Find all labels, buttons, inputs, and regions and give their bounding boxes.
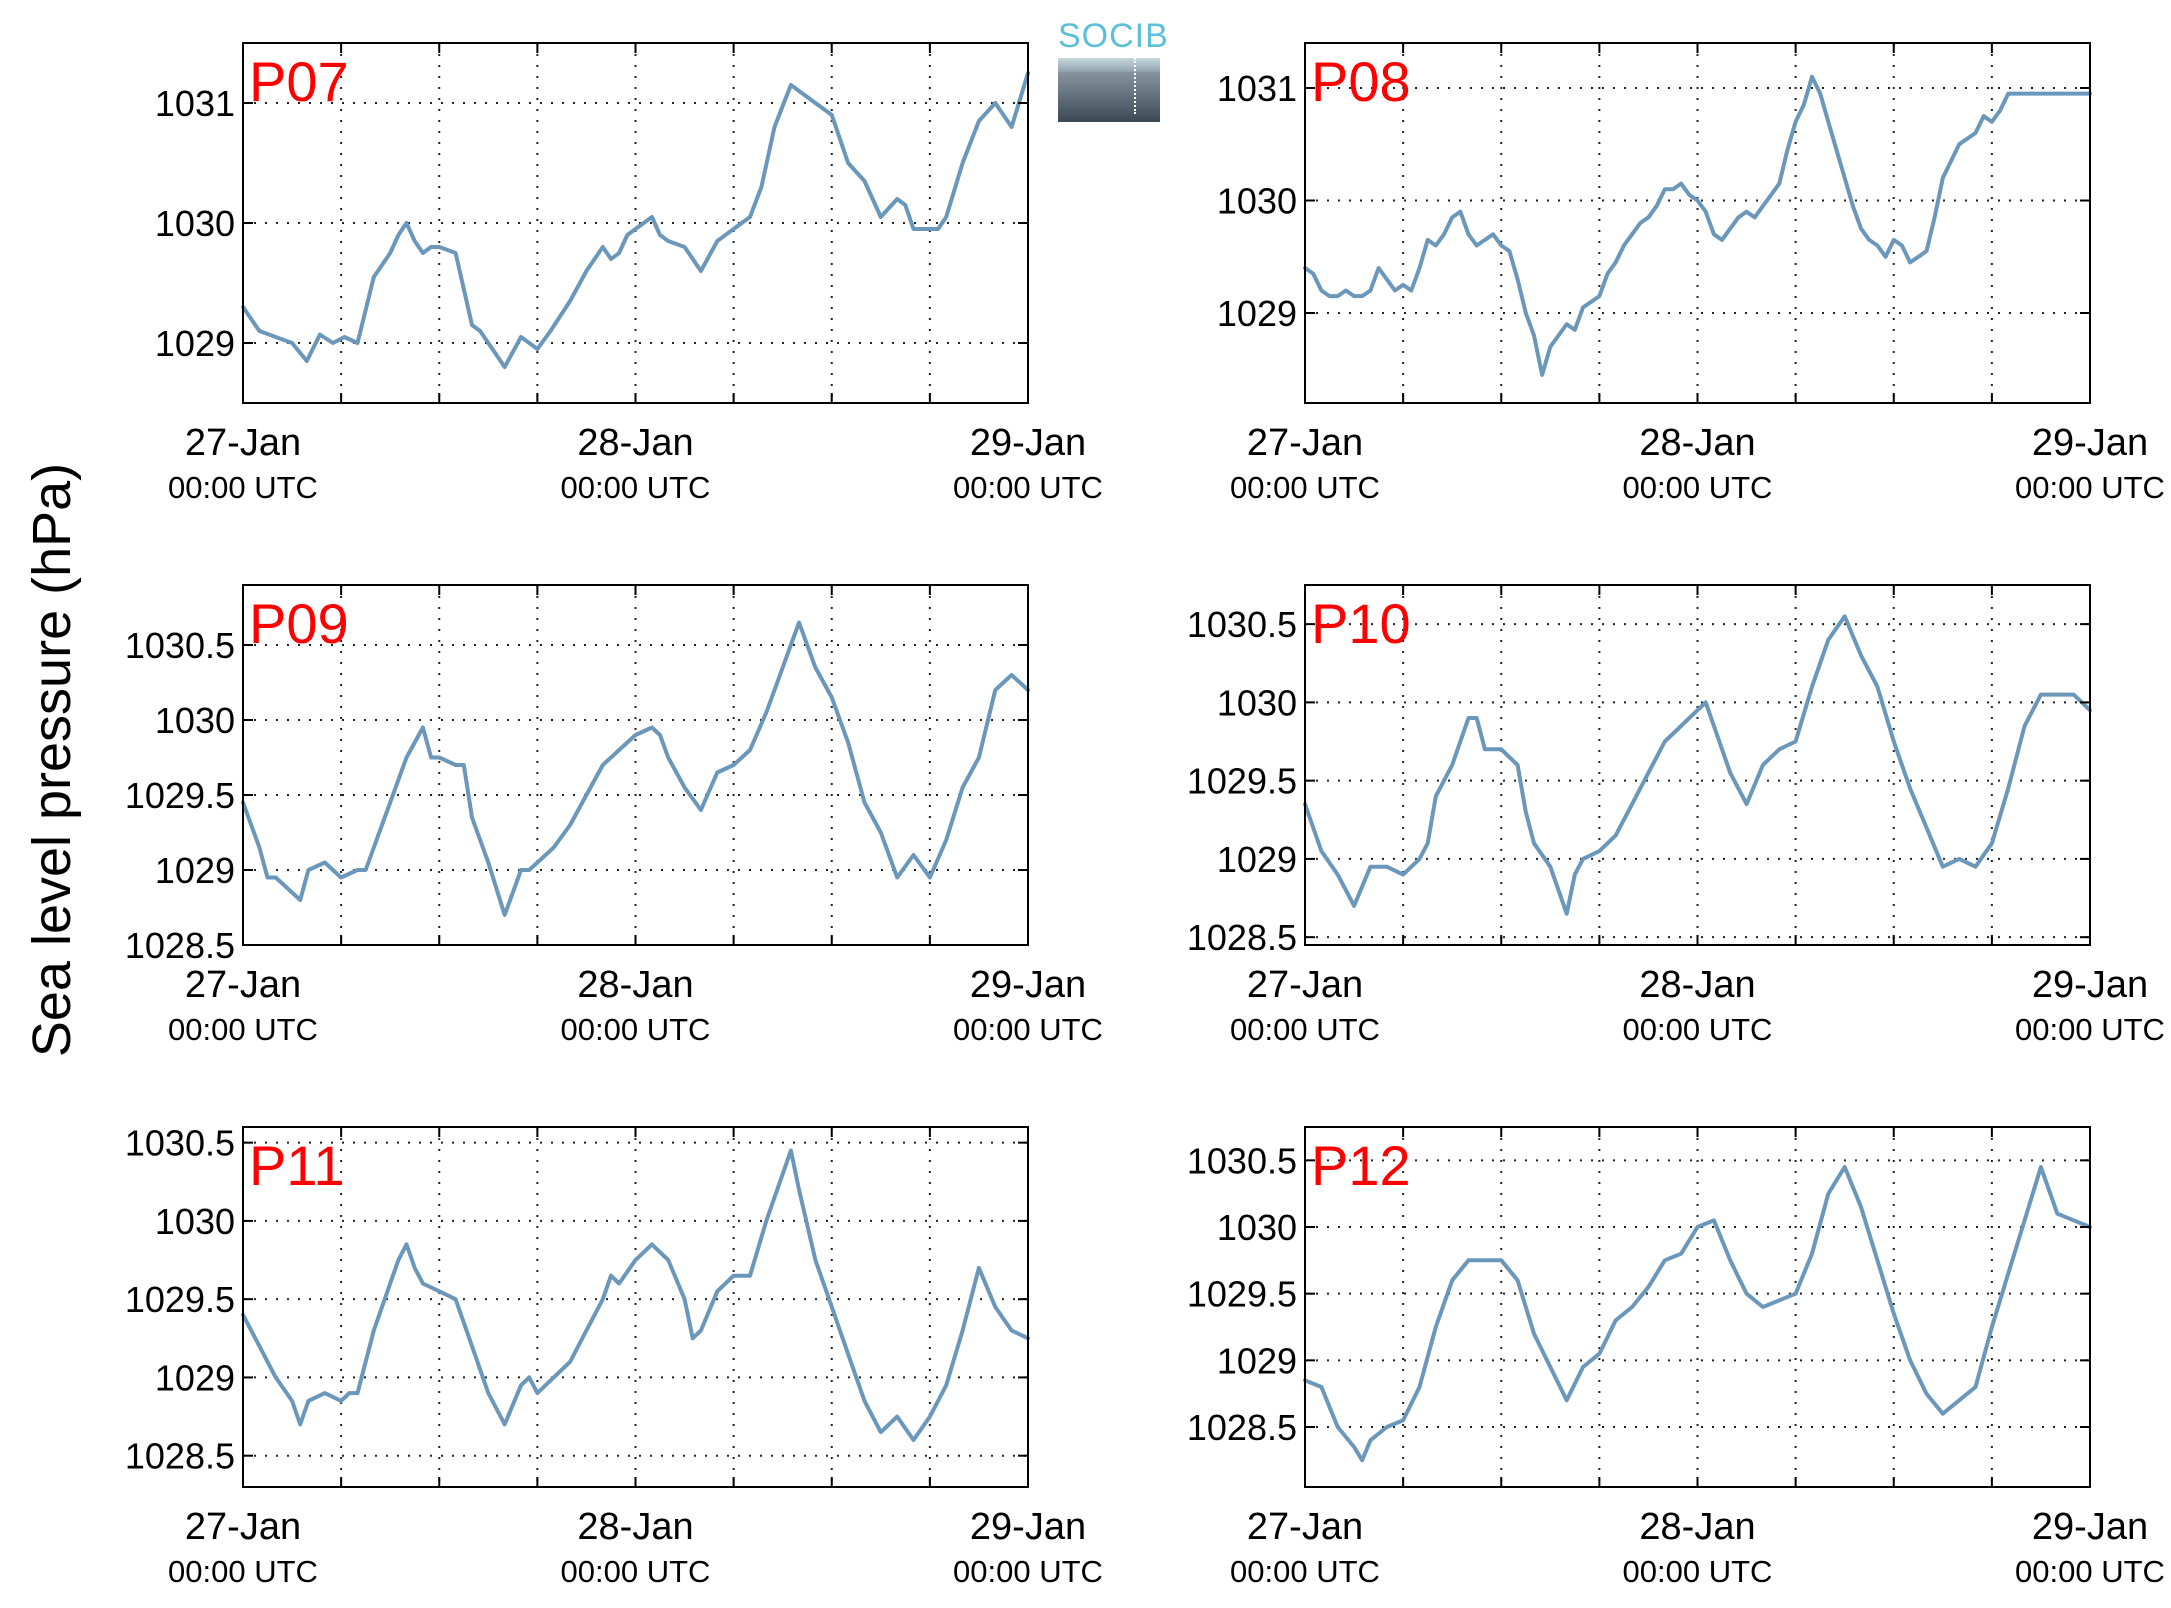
y-tick-label: 1030.5 <box>1187 604 1297 645</box>
y-axis-label: Sea level pressure (hPa) <box>22 463 82 1057</box>
y-tick-label: 1030 <box>155 700 235 741</box>
chart-panels: 1029 1030 1031 27-Jan 00:00 UTC 28-Jan 00:00 U… <box>125 42 2165 1589</box>
panel-title: P07 <box>249 50 349 113</box>
x-tick-label: 28-Jan <box>577 1506 693 1548</box>
y-tick-label: 1031 <box>1217 68 1297 109</box>
y-tick-label: 1029.5 <box>125 1279 235 1320</box>
x-tick-label: 27-Jan <box>185 1506 301 1548</box>
x-tick-label: 29-Jan <box>970 1506 1086 1548</box>
y-tick-label: 1030.5 <box>1187 1140 1297 1181</box>
x-tick-sublabel: 00:00 UTC <box>561 470 711 505</box>
y-tick-label: 1028.5 <box>1187 1407 1297 1448</box>
x-tick-sublabel: 00:00 UTC <box>1623 470 1773 505</box>
y-tick-label: 1030 <box>155 1201 235 1242</box>
x-tick-label: 29-Jan <box>970 964 1086 1006</box>
x-tick-sublabel: 00:00 UTC <box>168 1012 318 1047</box>
chart-panel-p07: 1029 1030 1031 27-Jan 00:00 UTC 28-Jan 00:00 U… <box>155 42 1103 505</box>
chart-panel-p11: 1028.5 1029 1029.5 1030 1030.5 27-Jan 00:00 UT… <box>125 1123 1103 1589</box>
x-tick-label: 27-Jan <box>1247 964 1363 1006</box>
chart-panel-p12: 1028.5 1029 1029.5 1030 1030.5 27-Jan 00:00 UT… <box>1187 1126 2165 1589</box>
series-line <box>241 1148 1030 1442</box>
logo-text: SOCIB <box>1058 17 1169 55</box>
x-tick-sublabel: 00:00 UTC <box>2015 1012 2165 1047</box>
y-tick-label: 1030.5 <box>125 625 235 666</box>
panel-title: P10 <box>1311 592 1411 655</box>
x-tick-sublabel: 00:00 UTC <box>168 470 318 505</box>
x-tick-sublabel: 00:00 UTC <box>1230 1012 1380 1047</box>
x-tick-label: 27-Jan <box>1247 422 1363 464</box>
y-tick-label: 1029 <box>1217 293 1297 334</box>
x-tick-label: 28-Jan <box>577 422 693 464</box>
chart-panel-p09: 1028.5 1029 1029.5 1030 1030.5 27-Jan 00:00 UT… <box>125 584 1103 1047</box>
series-line <box>1303 1165 2092 1463</box>
x-tick-label: 27-Jan <box>185 964 301 1006</box>
x-tick-label: 27-Jan <box>185 422 301 464</box>
series-line <box>241 620 1030 917</box>
y-tick-label: 1030 <box>1217 1207 1297 1248</box>
x-tick-sublabel: 00:00 UTC <box>1623 1012 1773 1047</box>
logo-dotted-line <box>1134 58 1136 114</box>
plot-area <box>1305 1127 2090 1487</box>
x-tick-label: 29-Jan <box>2032 964 2148 1006</box>
y-tick-label: 1030 <box>1217 181 1297 222</box>
panel-title: P11 <box>249 1134 344 1197</box>
x-tick-label: 27-Jan <box>1247 1506 1363 1548</box>
plot-area <box>1305 585 2090 945</box>
y-tick-label: 1029 <box>1217 1340 1297 1381</box>
y-tick-label: 1028.5 <box>1187 917 1297 958</box>
x-tick-label: 28-Jan <box>1639 1506 1755 1548</box>
plot-area <box>1305 43 2090 403</box>
logo-graphic <box>1058 58 1160 122</box>
x-tick-label: 29-Jan <box>970 422 1086 464</box>
y-tick-label: 1029 <box>155 323 235 364</box>
x-tick-sublabel: 00:00 UTC <box>1623 1554 1773 1589</box>
y-tick-label: 1029.5 <box>125 775 235 816</box>
x-tick-sublabel: 00:00 UTC <box>561 1554 711 1589</box>
panel-title: P12 <box>1311 1134 1411 1197</box>
x-tick-sublabel: 00:00 UTC <box>953 470 1103 505</box>
x-tick-label: 29-Jan <box>2032 1506 2148 1548</box>
x-tick-label: 28-Jan <box>1639 964 1755 1006</box>
y-tick-label: 1028.5 <box>125 1436 235 1477</box>
panel-title: P08 <box>1311 50 1411 113</box>
x-tick-label: 28-Jan <box>577 964 693 1006</box>
x-tick-label: 28-Jan <box>1639 422 1755 464</box>
plot-area <box>243 1127 1028 1487</box>
y-tick-label: 1030 <box>1217 682 1297 723</box>
y-tick-label: 1029 <box>155 850 235 891</box>
series-line <box>1303 74 2092 377</box>
x-tick-sublabel: 00:00 UTC <box>2015 470 2165 505</box>
plot-area <box>243 43 1028 403</box>
y-tick-label: 1029.5 <box>1187 1274 1297 1315</box>
socib-logo: SOCIB <box>1058 17 1169 122</box>
x-tick-sublabel: 00:00 UTC <box>2015 1554 2165 1589</box>
chart-panel-p08: 1029 1030 1031 27-Jan 00:00 UTC 28-Jan 00:00 U… <box>1217 42 2165 505</box>
series-line <box>241 71 1030 369</box>
x-tick-sublabel: 00:00 UTC <box>1230 470 1380 505</box>
y-tick-label: 1028.5 <box>125 925 235 966</box>
y-tick-label: 1030 <box>155 203 235 244</box>
y-tick-label: 1030.5 <box>125 1123 235 1164</box>
x-tick-sublabel: 00:00 UTC <box>168 1554 318 1589</box>
x-tick-sublabel: 00:00 UTC <box>953 1554 1103 1589</box>
x-tick-sublabel: 00:00 UTC <box>1230 1554 1380 1589</box>
y-tick-label: 1029 <box>1217 839 1297 880</box>
x-tick-sublabel: 00:00 UTC <box>561 1012 711 1047</box>
x-tick-sublabel: 00:00 UTC <box>953 1012 1103 1047</box>
chart-panel-p10: 1028.5 1029 1029.5 1030 1030.5 27-Jan 00:00 UT… <box>1187 584 2165 1047</box>
y-tick-label: 1029.5 <box>1187 761 1297 802</box>
y-tick-label: 1031 <box>155 83 235 124</box>
x-tick-label: 29-Jan <box>2032 422 2148 464</box>
series-line <box>1303 614 2092 916</box>
panel-title: P09 <box>249 592 349 655</box>
y-tick-label: 1029 <box>155 1357 235 1398</box>
plot-area <box>243 585 1028 945</box>
